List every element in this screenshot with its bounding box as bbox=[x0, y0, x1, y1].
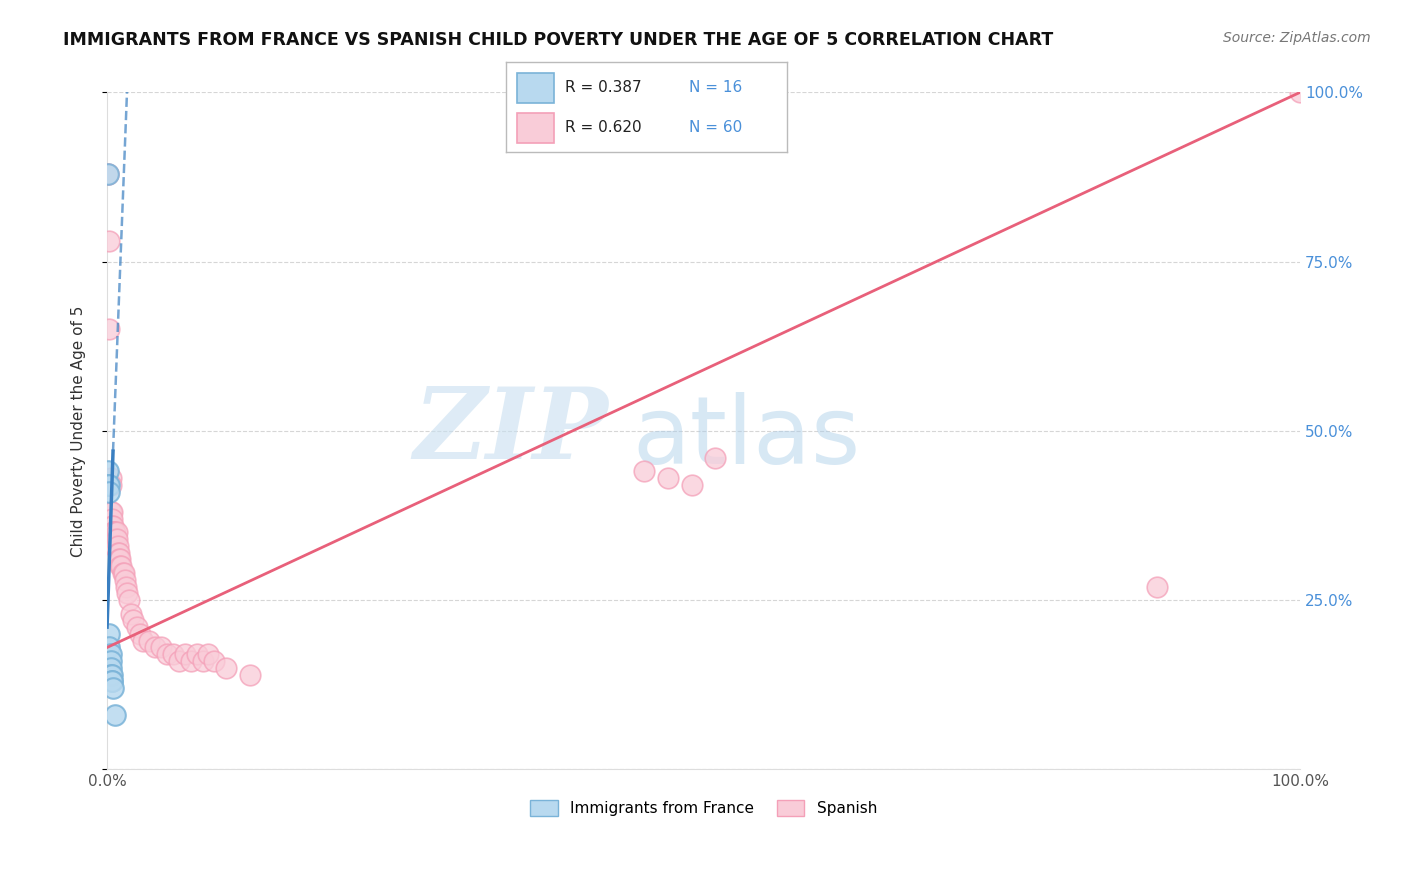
Point bbox=[681, 478, 703, 492]
Text: atlas: atlas bbox=[631, 392, 860, 483]
Legend: Immigrants from France, Spanish: Immigrants from France, Spanish bbox=[524, 795, 883, 822]
Text: R = 0.620: R = 0.620 bbox=[565, 120, 641, 135]
Point bbox=[197, 647, 219, 661]
Point bbox=[149, 640, 172, 655]
Point bbox=[100, 647, 122, 661]
Point bbox=[162, 647, 184, 661]
Point bbox=[107, 546, 129, 560]
Point bbox=[108, 546, 131, 560]
Text: IMMIGRANTS FROM FRANCE VS SPANISH CHILD POVERTY UNDER THE AGE OF 5 CORRELATION C: IMMIGRANTS FROM FRANCE VS SPANISH CHILD … bbox=[63, 31, 1053, 49]
Point bbox=[1289, 86, 1312, 100]
Point bbox=[97, 478, 120, 492]
Point bbox=[100, 478, 122, 492]
Point bbox=[98, 322, 121, 336]
Point bbox=[101, 681, 124, 695]
Point bbox=[122, 613, 145, 627]
Point bbox=[101, 667, 124, 681]
Point bbox=[98, 627, 121, 641]
Point bbox=[191, 654, 214, 668]
Point bbox=[704, 450, 727, 465]
Point bbox=[125, 620, 148, 634]
Point bbox=[103, 525, 125, 540]
Point bbox=[97, 167, 120, 181]
Point bbox=[100, 518, 122, 533]
Point bbox=[129, 627, 152, 641]
FancyBboxPatch shape bbox=[517, 113, 554, 143]
Point bbox=[97, 465, 120, 479]
Point bbox=[167, 654, 190, 668]
Point bbox=[101, 518, 124, 533]
Point bbox=[215, 661, 238, 675]
Point bbox=[103, 539, 125, 553]
Text: N = 16: N = 16 bbox=[689, 80, 742, 95]
Point bbox=[104, 539, 127, 553]
Point bbox=[108, 559, 131, 574]
Point bbox=[101, 674, 124, 689]
Point bbox=[97, 167, 120, 181]
Point bbox=[98, 478, 121, 492]
Point bbox=[104, 708, 127, 723]
Point bbox=[186, 647, 208, 661]
Point bbox=[104, 532, 127, 546]
FancyBboxPatch shape bbox=[517, 73, 554, 103]
Point bbox=[101, 674, 124, 689]
Point bbox=[657, 471, 679, 485]
Point bbox=[101, 512, 124, 526]
Point bbox=[117, 593, 139, 607]
Point bbox=[117, 586, 139, 600]
Point bbox=[173, 647, 195, 661]
Text: R = 0.387: R = 0.387 bbox=[565, 80, 641, 95]
Point bbox=[156, 647, 179, 661]
Point bbox=[1146, 580, 1168, 594]
Point bbox=[100, 471, 122, 485]
Point bbox=[108, 552, 131, 566]
Point bbox=[143, 640, 166, 655]
Point bbox=[107, 539, 129, 553]
Point bbox=[239, 667, 262, 681]
Point bbox=[100, 667, 122, 681]
Point bbox=[111, 566, 134, 580]
Point bbox=[98, 484, 121, 499]
Y-axis label: Child Poverty Under the Age of 5: Child Poverty Under the Age of 5 bbox=[72, 305, 86, 557]
Point bbox=[115, 580, 138, 594]
Point bbox=[101, 505, 124, 519]
Point bbox=[101, 518, 124, 533]
Point bbox=[101, 525, 124, 540]
Point bbox=[105, 525, 128, 540]
Point bbox=[98, 235, 121, 249]
Point bbox=[112, 566, 135, 580]
Point bbox=[120, 607, 142, 621]
Point bbox=[108, 552, 131, 566]
Point bbox=[100, 661, 122, 675]
Point bbox=[100, 654, 122, 668]
Point bbox=[114, 573, 136, 587]
Point bbox=[104, 525, 127, 540]
Point bbox=[110, 559, 132, 574]
Point bbox=[100, 505, 122, 519]
Point bbox=[180, 654, 202, 668]
Point bbox=[204, 654, 226, 668]
Point bbox=[105, 532, 128, 546]
Text: ZIP: ZIP bbox=[413, 383, 609, 479]
Text: N = 60: N = 60 bbox=[689, 120, 742, 135]
Point bbox=[97, 167, 120, 181]
Text: Source: ZipAtlas.com: Source: ZipAtlas.com bbox=[1223, 31, 1371, 45]
Point bbox=[103, 532, 125, 546]
Point bbox=[132, 633, 155, 648]
Point bbox=[633, 465, 655, 479]
Point bbox=[98, 640, 121, 655]
Point bbox=[101, 525, 124, 540]
Point bbox=[138, 633, 160, 648]
